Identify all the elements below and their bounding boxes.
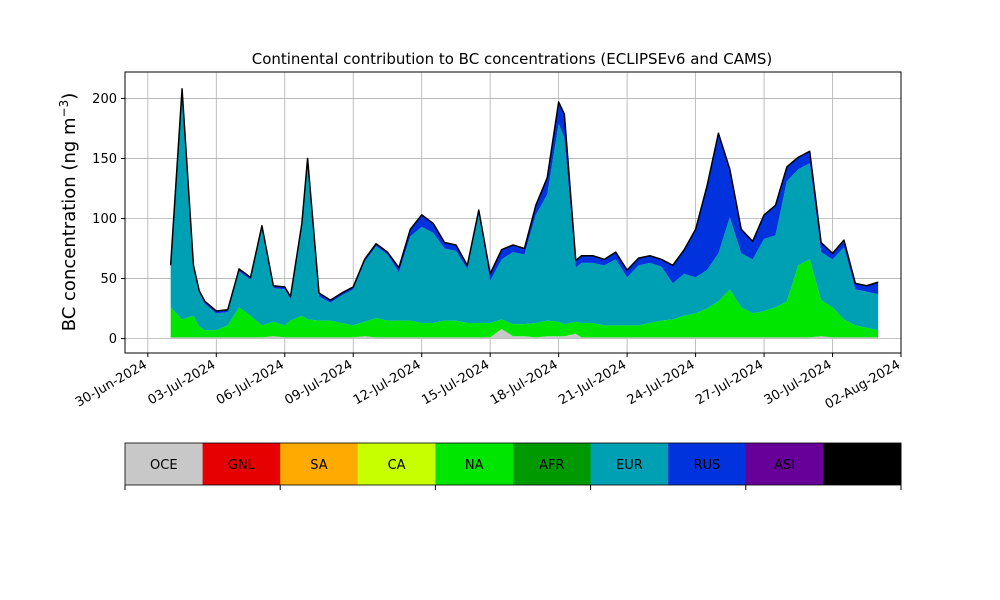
y-tick-label: 50 <box>100 272 117 287</box>
x-tick-label: 18-Jul-2024 <box>488 357 561 408</box>
legend-swatch-gnl <box>202 443 281 485</box>
area-series-eur <box>170 91 879 331</box>
legend-label-afr: AFR <box>539 458 564 473</box>
legend-swatch-sa <box>280 443 359 485</box>
legend-swatch-rus <box>668 443 747 485</box>
legend-swatch-afr <box>513 443 592 485</box>
x-tick-label: 15-Jul-2024 <box>419 357 492 408</box>
y-axis-label-main: BC concentration (ng m <box>59 117 80 331</box>
legend-swatch-oce <box>125 443 204 485</box>
legend-label-na: NA <box>465 458 484 473</box>
x-tick-label: 30-Jun-2024 <box>73 357 150 410</box>
area-series-oce <box>170 328 879 339</box>
y-tick-label: 200 <box>92 92 117 107</box>
y-axis-label: BC concentration (ng m−3) <box>57 93 80 332</box>
legend-label-sa: SA <box>310 458 327 473</box>
legend-label-aus: AUS <box>849 458 876 473</box>
x-tick-label: 24-Jul-2024 <box>625 357 698 408</box>
y-axis-label-superscript: −3 <box>57 100 71 118</box>
x-tick-label: 27-Jul-2024 <box>693 357 766 408</box>
legend-label-eur: EUR <box>616 458 643 473</box>
x-tick-label: 09-Jul-2024 <box>282 357 355 408</box>
legend-colorbar: OCE GNL SA CA NA AFR EUR RUS ASI AUS <box>124 442 902 490</box>
x-axis: 30-Jun-202403-Jul-202406-Jul-202409-Jul-… <box>73 353 903 413</box>
y-axis: 0 50 100 150 200 <box>92 92 125 347</box>
x-tick-label: 02-Aug-2024 <box>823 357 903 412</box>
total-concentration-line <box>169 88 879 312</box>
total-line <box>169 88 879 312</box>
plot-frame <box>124 71 902 354</box>
y-tick-label: 0 <box>109 332 117 347</box>
legend-swatch-ca <box>357 443 436 485</box>
legend-label-ca: CA <box>388 458 406 473</box>
y-tick-label: 100 <box>92 212 117 227</box>
area-series-rus <box>170 88 879 314</box>
chart-title: Continental contribution to BC concentra… <box>252 50 773 68</box>
y-axis-label-close: ) <box>59 93 80 100</box>
legend-label-gnl: GNL <box>228 458 256 473</box>
legend-label-rus: RUS <box>694 458 721 473</box>
legend-swatch-eur <box>590 443 669 485</box>
legend-swatch-aus <box>823 443 902 485</box>
legend-swatch-na <box>435 443 514 485</box>
x-tick-label: 21-Jul-2024 <box>556 357 629 408</box>
area-series-na <box>170 259 879 338</box>
x-tick-label: 03-Jul-2024 <box>145 357 218 408</box>
x-tick-label: 06-Jul-2024 <box>214 357 287 408</box>
legend-frame <box>124 442 902 486</box>
legend-swatch-asi <box>745 443 824 485</box>
legend-label-oce: OCE <box>150 458 178 473</box>
legend-label-asi: ASI <box>774 458 795 473</box>
y-tick-label: 150 <box>92 152 117 167</box>
stacked-areas <box>170 88 879 339</box>
x-tick-label: 12-Jul-2024 <box>351 357 424 408</box>
